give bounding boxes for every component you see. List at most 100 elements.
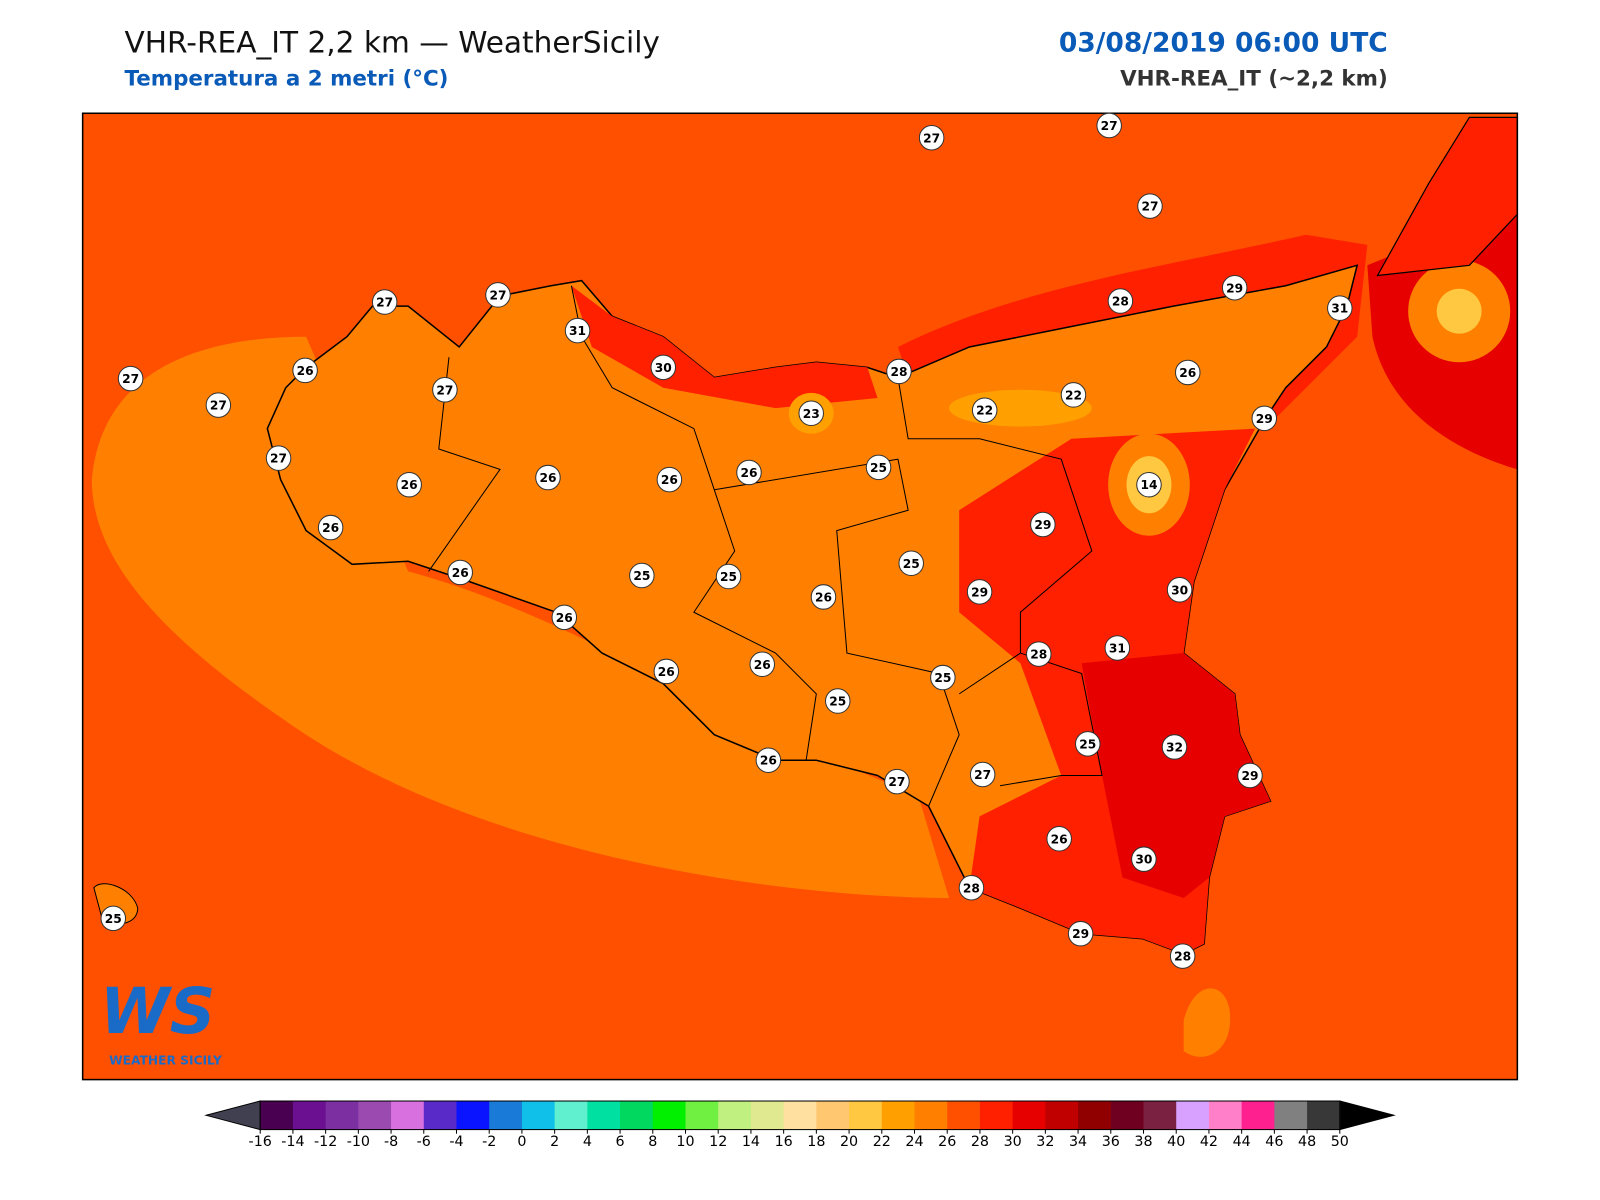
- warm-sea-area: [1183, 988, 1231, 1057]
- colorbar-box: [1143, 1101, 1177, 1130]
- station-value: 26: [297, 364, 314, 378]
- station-value: 29: [1241, 769, 1258, 783]
- colorbar-box: [620, 1101, 654, 1130]
- colorbar-tick-label: 46: [1265, 1134, 1283, 1150]
- station-marker: [564, 317, 591, 344]
- station-marker: [1137, 193, 1163, 219]
- colorbar-tick-label: -12: [314, 1134, 337, 1150]
- station-value: 26: [401, 478, 418, 492]
- colorbar-box: [1208, 1101, 1243, 1130]
- station-marker: [1107, 288, 1134, 314]
- station-value: 29: [1034, 518, 1051, 532]
- colorbar-tick-label: -2: [482, 1134, 496, 1150]
- calabria: [1376, 116, 1518, 277]
- station-value: 26: [1179, 366, 1196, 380]
- colorbar-tick-label: -4: [449, 1134, 463, 1150]
- colorbar-box: [979, 1101, 1014, 1130]
- colorbar-tick-label: 38: [1134, 1134, 1152, 1150]
- colorbar-box: [1274, 1101, 1308, 1130]
- colorbar-tick-label: -8: [384, 1134, 398, 1150]
- station-value: 32: [1166, 740, 1183, 754]
- colorbar-frame: [259, 1100, 1341, 1131]
- colorbar-tick-label: 32: [1036, 1134, 1054, 1150]
- station-value: 25: [720, 570, 737, 584]
- colorbar: -16 -14 -12 -10 -8 -6 -4 -2 0 2 4 6 8 10 12 14 16 18 20 22 2…: [204, 1100, 1396, 1150]
- colorbar-box: [358, 1101, 392, 1130]
- colorbar-box: [1078, 1101, 1112, 1130]
- colorbar-tick-label: 14: [742, 1134, 760, 1150]
- datetime: 03/08/2019 06:00 UTC: [1059, 27, 1388, 58]
- colorbar-over: [1339, 1100, 1396, 1131]
- station-value: 30: [1171, 583, 1188, 597]
- station-marker: [656, 466, 683, 493]
- station-value: 26: [322, 521, 339, 535]
- station-marker: [969, 761, 996, 788]
- colorbar-box: [849, 1101, 883, 1130]
- colorbar-tick-label: -10: [347, 1134, 370, 1150]
- station-marker: [371, 289, 398, 315]
- station-value: 27: [376, 296, 393, 310]
- station-marker: [1251, 405, 1278, 432]
- station-marker: [1026, 641, 1052, 667]
- station-value: 27: [1141, 200, 1158, 214]
- station-marker: [447, 559, 473, 586]
- station-marker: [918, 125, 945, 151]
- station-marker: [100, 905, 127, 932]
- station-marker: [1221, 275, 1248, 301]
- warm-area: [571, 285, 878, 409]
- station-value: 25: [870, 461, 887, 475]
- station-value: 27: [210, 399, 227, 413]
- station-value: 14: [1140, 478, 1157, 492]
- station-marker: [1060, 382, 1087, 408]
- colorbar-box: [554, 1101, 588, 1130]
- colorbar-box: [456, 1101, 490, 1130]
- colorbar-tick-label: 24: [905, 1134, 923, 1150]
- colorbar-tick-label: 42: [1200, 1134, 1218, 1150]
- station-marker: [825, 688, 851, 714]
- station-marker: [1175, 359, 1201, 386]
- colorbar-tick-label: 28: [971, 1134, 989, 1150]
- subtitle: Temperatura a 2 metri (°C): [124, 67, 448, 92]
- station-value: 27: [270, 452, 287, 466]
- colorbar-box: [652, 1101, 687, 1130]
- station-value: 29: [1256, 412, 1273, 426]
- station-marker: [1096, 112, 1122, 139]
- station-marker: [629, 562, 655, 589]
- colorbar-box: [947, 1101, 981, 1130]
- station-marker: [1327, 295, 1353, 321]
- colorbar-box: [1110, 1101, 1145, 1130]
- station-marker: [292, 357, 318, 384]
- station-marker: [432, 377, 458, 403]
- colorbar-box: [391, 1101, 425, 1130]
- colorbar-box: [783, 1101, 817, 1130]
- colorbar-tick-label: 26: [938, 1134, 956, 1150]
- station-value: 26: [452, 566, 469, 580]
- station-value: 26: [661, 473, 678, 487]
- colorbar-box: [521, 1101, 556, 1130]
- station-marker: [650, 354, 677, 381]
- station-marker: [1237, 762, 1263, 789]
- colorbar-tick-label: 8: [648, 1134, 657, 1150]
- station-value: 29: [1226, 281, 1243, 295]
- colorbar-tick-label: 50: [1331, 1134, 1349, 1150]
- colorbar-tick-label: 0: [517, 1134, 526, 1150]
- map: [82, 113, 1518, 1080]
- logo-mark: WS: [100, 974, 215, 1048]
- station-value: 27: [436, 383, 453, 397]
- colorbar-box: [1307, 1101, 1341, 1130]
- station-marker: [930, 664, 956, 691]
- station-marker: [1136, 471, 1162, 498]
- colorbar-tick-label: 6: [616, 1134, 625, 1150]
- map-frame: [81, 112, 1519, 1081]
- station-value: 29: [1072, 927, 1089, 941]
- station-value: 26: [658, 665, 675, 679]
- station-value: 31: [569, 324, 586, 338]
- station-marker: [736, 459, 762, 486]
- station-marker: [265, 445, 292, 471]
- colorbar-tick-label: 30: [1004, 1134, 1022, 1150]
- station-value: 27: [1101, 119, 1118, 133]
- colorbar-box: [325, 1101, 359, 1130]
- colorbar-tick-label: 44: [1233, 1134, 1251, 1150]
- station-value: 25: [105, 912, 122, 926]
